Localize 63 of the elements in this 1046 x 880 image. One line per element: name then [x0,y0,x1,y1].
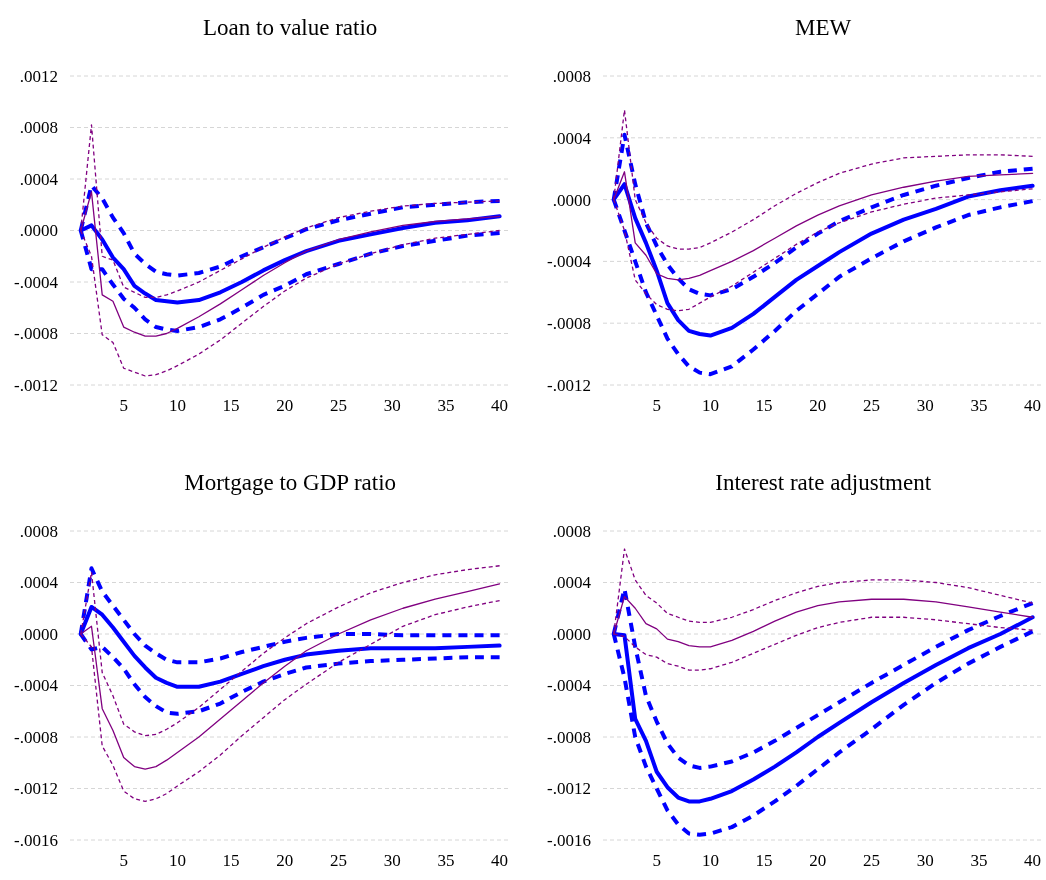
y-tick-label: -.0004 [14,272,59,292]
x-tick-label: 25 [330,850,347,870]
x-tick-label: 35 [437,850,455,870]
x-tick-label: 15 [755,850,773,870]
x-tick-label: 5 [119,850,128,870]
x-tick-label: 10 [701,395,719,415]
x-tick-label: 35 [437,395,455,415]
x-tick-label: 30 [916,850,934,870]
y-tick-label: .0004 [19,573,59,593]
x-tick-label: 30 [383,850,401,870]
x-tick-label: 25 [330,395,347,415]
y-tick-label: .0004 [552,128,592,148]
x-tick-label: 25 [863,395,880,415]
y-tick-label: -.0012 [14,375,58,395]
y-tick-label: -.0008 [547,727,591,747]
x-tick-label: 15 [222,395,240,415]
y-tick-label: -.0012 [547,375,591,395]
chart-title: Interest rate adjustment [715,470,932,495]
x-tick-label: 20 [276,395,294,415]
y-tick-label: .0008 [19,118,58,138]
chart-title: Loan to value ratio [202,15,378,40]
x-tick-label: 40 [491,850,509,870]
chart-title: MEW [795,15,852,40]
x-tick-label: 20 [276,850,294,870]
y-tick-label: .0008 [552,521,591,541]
y-tick-label: .0000 [552,624,591,644]
x-tick-label: 10 [168,395,186,415]
y-tick-label: -.0008 [14,727,58,747]
chart-title: Mortgage to GDP ratio [184,470,397,495]
y-tick-label: .0004 [19,169,59,189]
y-tick-label: -.0016 [547,830,591,850]
x-tick-label: 30 [383,395,401,415]
x-tick-label: 5 [119,395,128,415]
x-tick-label: 15 [755,395,773,415]
y-tick-label: .0008 [552,66,591,86]
x-tick-label: 10 [701,850,719,870]
y-tick-label: .0000 [19,221,58,241]
y-tick-label: -.0004 [547,676,592,696]
x-tick-label: 20 [809,850,827,870]
x-tick-label: 40 [491,395,509,415]
x-tick-label: 5 [652,395,661,415]
x-tick-label: 30 [916,395,934,415]
y-tick-label: -.0016 [14,830,58,850]
y-tick-label: -.0008 [14,324,58,344]
y-tick-label: .0004 [552,573,592,593]
x-tick-label: 20 [809,395,827,415]
y-tick-label: .0000 [19,624,58,644]
x-tick-label: 15 [222,850,240,870]
y-tick-label: -.0012 [14,779,58,799]
x-tick-label: 40 [1024,395,1042,415]
x-tick-label: 5 [652,850,661,870]
y-tick-label: .0012 [19,66,58,86]
y-tick-label: -.0012 [547,779,591,799]
x-tick-label: 35 [970,850,988,870]
y-tick-label: -.0008 [547,314,591,334]
x-tick-label: 40 [1024,850,1042,870]
x-tick-label: 25 [863,850,880,870]
y-tick-label: .0008 [19,521,58,541]
y-tick-label: -.0004 [547,252,592,272]
y-tick-label: -.0004 [14,676,59,696]
x-tick-label: 10 [168,850,186,870]
x-tick-label: 35 [970,395,988,415]
y-tick-label: .0000 [552,190,591,210]
